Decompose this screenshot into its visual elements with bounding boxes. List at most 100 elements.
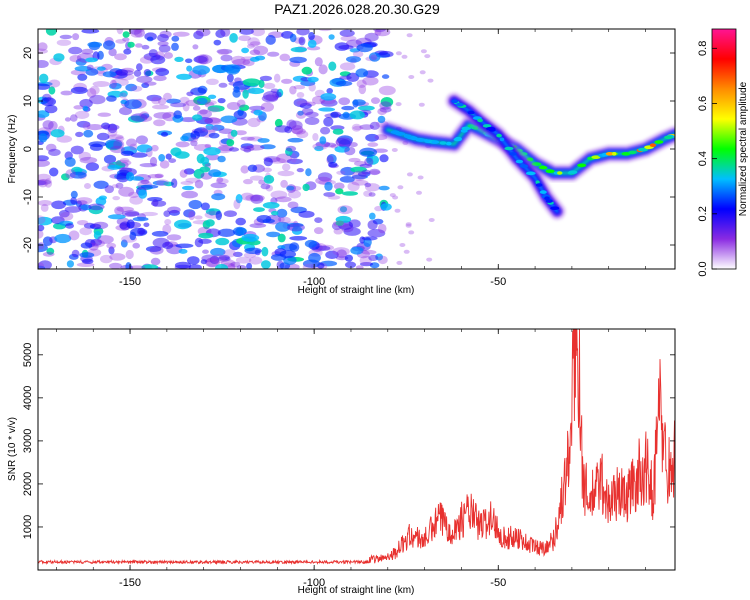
spectrogram-noise-blob [249, 194, 265, 202]
spectrogram-noise-blob [193, 30, 204, 40]
spectrogram-noise-blob [406, 172, 413, 177]
spectrogram-noise-blob [74, 65, 92, 72]
spectrogram-noise-blob [320, 244, 334, 251]
spectrogram-noise-blob [38, 216, 53, 226]
spectrogram-noise-blob [64, 157, 76, 167]
spectrogram-hotspot [544, 196, 550, 200]
spectrogram-noise-blob [137, 227, 146, 236]
spectrogram-noise-blob [305, 111, 319, 118]
spectrogram-noise-blob [205, 219, 215, 227]
spectrogram-noise-blob [307, 76, 319, 83]
spectrogram-hotspot [461, 126, 471, 131]
spectrogram-noise-blob [352, 99, 366, 106]
spectrogram-noise-blob [289, 236, 308, 241]
spectrogram-noise-blob [356, 43, 373, 53]
spectrogram-noise-blob [367, 229, 386, 238]
spectrogram-noise-blob [166, 98, 181, 104]
spectrogram-noise-blob [286, 222, 304, 228]
spectrogram-noise-blob [243, 147, 252, 153]
spectrogram-noise-blob [97, 66, 106, 71]
spectrogram-noise-blob [216, 177, 224, 183]
spectrogram-noise-blob [308, 252, 321, 263]
spectrogram-noise-blob [108, 246, 115, 255]
spectrogram-x-tick-label: -100 [303, 276, 325, 288]
spectrogram-x-ticks: -150 -100 -50 [56, 29, 646, 288]
spectrogram-noise-blob [408, 75, 415, 79]
spectrogram-noise-blob [148, 49, 158, 58]
spectrogram-noise-blob [183, 168, 195, 175]
spectrogram-noise-blob [324, 142, 337, 148]
spectrogram-noise-blob [115, 39, 127, 44]
spectrogram-noise-blob [343, 227, 361, 236]
spectrogram-noise-blob [239, 29, 254, 35]
spectrogram-noise-blob [296, 130, 309, 139]
spectrogram-hotspot [638, 147, 648, 152]
spectrogram-noise-blob [344, 254, 353, 262]
spectrogram-noise-blob [342, 191, 358, 196]
spectrogram-noise-blob [115, 69, 128, 76]
spectrogram-noise-blob [274, 73, 281, 83]
spectrogram-noise-blob [247, 43, 255, 49]
spectrogram-noise-blob [79, 156, 98, 164]
spectrogram-noise-blob [93, 180, 109, 189]
spectrogram-noise-blob [107, 214, 126, 220]
spectrogram-noise-blob [397, 185, 404, 190]
spectrogram-noise-blob [233, 110, 247, 120]
spectrogram-noise-blob [119, 158, 130, 163]
spectrogram-noise-blob [277, 245, 286, 250]
snr-background [38, 329, 675, 570]
spectrogram-y-tick-label: -20 [22, 237, 34, 253]
spectrogram-noise-blob [418, 102, 425, 107]
spectrogram-noise-blob [281, 78, 293, 84]
spectrogram-noise-blob [86, 64, 94, 71]
spectrogram-noise-blob [69, 171, 87, 179]
spectrogram-noise-blob [89, 94, 106, 105]
spectrogram-noise-blob [151, 96, 161, 105]
spectrogram-noise-blob [349, 142, 358, 148]
spectrogram-noise-blob [84, 183, 91, 189]
spectrogram-noise-blob [93, 221, 109, 230]
spectrogram-noise-blob [139, 163, 158, 168]
spectrogram-noise-blob [249, 49, 261, 56]
spectrogram-noise-blob [115, 159, 132, 166]
spectrogram-noise-blob [120, 150, 134, 156]
spectrogram-noise-blob [198, 232, 214, 239]
spectrogram-noise-blob [380, 203, 392, 211]
spectrogram-hotspot [482, 124, 492, 128]
spectrogram-noise-blob [74, 110, 90, 119]
spectrogram-noise-blob [38, 110, 50, 118]
spectrogram-noise-blob [100, 254, 113, 264]
spectrogram-hotspot [545, 169, 555, 173]
spectrogram-noise-blob [332, 128, 344, 135]
spectrogram-noise-blob [140, 184, 159, 189]
spectrogram-hotspot [504, 146, 514, 151]
spectrogram-noise-blob [105, 139, 123, 150]
spectrogram-noise-blob [125, 83, 138, 92]
spectrogram-noise-blob [205, 154, 220, 161]
spectrogram-hotspot [535, 180, 540, 184]
spectrogram-noise-blob [44, 104, 58, 114]
spectrogram-hotspot [649, 143, 657, 147]
spectrogram-noise-blob [163, 92, 172, 101]
spectrogram-noise-blob [230, 261, 241, 268]
spectrogram-noise-blob [38, 215, 46, 225]
colorbar: 0.0 0.2 0.4 0.6 0.8 Normalized spectral ampl… [697, 28, 749, 277]
spectrogram-noise-blob [395, 51, 402, 56]
spectrogram-noise-blob [61, 173, 70, 181]
spectrogram-noise-blob [296, 92, 305, 98]
spectrogram-noise-blob [359, 147, 378, 157]
spectrogram-x-label: Height of straight line (km) [298, 285, 415, 296]
spectrogram-noise-blob [167, 206, 181, 214]
spectrogram-noise-blob [297, 110, 304, 116]
spectrogram-noise-blob [291, 226, 303, 235]
spectrogram-noise-blob [298, 210, 315, 218]
colorbar-tick-label: 0.0 [697, 261, 709, 276]
spectrogram-noise-blob [192, 65, 211, 75]
spectrogram-noise-blob [165, 153, 172, 160]
spectrogram-noise-blob [187, 137, 199, 143]
spectrogram-noise-blob [369, 212, 376, 220]
spectrogram-noise-blob [119, 92, 128, 99]
spectrogram-noise-blob [279, 216, 291, 224]
spectrogram-hotspot [509, 152, 517, 156]
